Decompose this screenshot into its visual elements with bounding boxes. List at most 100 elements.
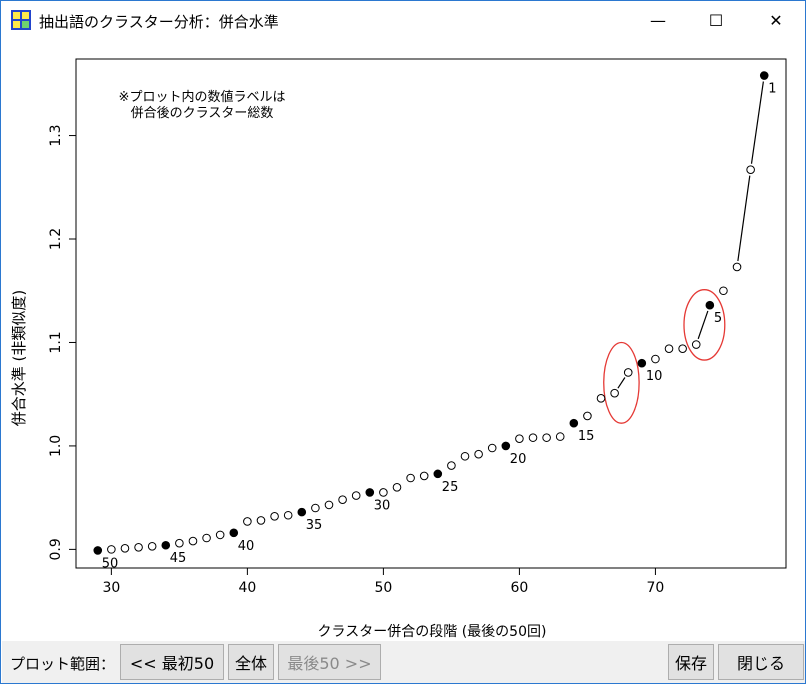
point-label: 25	[442, 480, 459, 495]
open-point	[256, 516, 266, 525]
open-point	[379, 488, 388, 497]
filled-point	[365, 488, 375, 497]
plot-area: ※プロット内の数値ラベルは 併合後のクラスター総数 クラスター併合の段階 (最後…	[2, 40, 805, 640]
point-label: 45	[170, 551, 187, 566]
filled-point	[161, 540, 171, 550]
open-point	[419, 471, 429, 481]
x-axis-label: クラスター併合の段階 (最後の50回)	[318, 624, 547, 640]
open-point	[746, 165, 755, 174]
close-window-button[interactable]: ✕	[747, 1, 805, 39]
dendrogram-height-chart: ※プロット内の数値ラベルは 併合後のクラスター総数 クラスター併合の段階 (最後…	[10, 58, 787, 640]
open-point	[351, 491, 361, 500]
connector-line	[697, 310, 709, 340]
open-point	[324, 500, 334, 510]
open-point	[515, 434, 524, 443]
open-point	[542, 433, 551, 442]
window-title: 抽出語のクラスター分析：併合水準	[39, 13, 279, 31]
open-point	[555, 432, 565, 441]
open-point	[243, 517, 252, 526]
title-bar[interactable]: 抽出語のクラスター分析：併合水準 — ☐ ✕	[1, 1, 805, 39]
filled-point	[433, 469, 443, 479]
point-label: 5	[714, 311, 722, 326]
filled-point	[637, 358, 647, 368]
y-tick-label: 1.0	[48, 435, 64, 457]
first-50-button[interactable]: << 最初50	[120, 644, 224, 680]
open-point	[583, 411, 592, 421]
maximize-icon: ☐	[708, 10, 724, 30]
connector-line	[617, 377, 626, 389]
open-point	[134, 543, 143, 552]
open-point	[406, 473, 415, 483]
plot-range-label: プロット範囲：	[10, 655, 116, 673]
note-line-2: 併合後のクラスター総数	[131, 106, 274, 121]
open-point	[691, 340, 701, 349]
open-point	[610, 388, 619, 398]
open-point	[596, 394, 606, 403]
close-icon: ✕	[769, 10, 783, 30]
open-point	[338, 495, 347, 505]
point-label: 50	[102, 556, 119, 571]
open-point	[175, 538, 184, 548]
open-point	[474, 449, 483, 459]
filled-point	[229, 528, 239, 538]
x-tick-label: 40	[238, 580, 256, 596]
y-tick-label: 0.9	[48, 538, 64, 560]
open-point	[460, 451, 470, 461]
open-point	[678, 344, 687, 353]
open-point	[120, 544, 130, 553]
y-tick-label: 1.2	[48, 228, 64, 250]
minimize-icon: —	[650, 10, 666, 30]
y-tick-label: 1.1	[48, 331, 64, 353]
y-axis-label: 併合水準 (非類似度)	[10, 290, 28, 426]
connector-line	[750, 81, 764, 164]
open-point	[487, 443, 497, 453]
open-point	[188, 536, 198, 546]
open-point	[283, 510, 293, 520]
all-button[interactable]: 全体	[228, 644, 274, 680]
last-50-button[interactable]: 最後50 >>	[278, 644, 381, 680]
open-point	[719, 286, 728, 296]
highlight-ellipse	[603, 341, 640, 424]
connector-line	[737, 175, 751, 262]
point-label: 1	[768, 82, 776, 97]
x-tick-label: 30	[102, 580, 120, 596]
maximize-button[interactable]: ☐	[687, 1, 745, 39]
open-point	[528, 433, 538, 442]
filled-point	[93, 546, 103, 555]
point-label: 20	[510, 452, 527, 467]
x-tick-label: 70	[647, 580, 665, 596]
point-label: 35	[306, 518, 323, 533]
minimize-button[interactable]: —	[629, 1, 687, 39]
open-point	[147, 541, 157, 551]
filled-point	[759, 71, 769, 80]
save-button[interactable]: 保存	[668, 644, 714, 680]
filled-point	[705, 300, 715, 310]
open-point	[392, 483, 402, 492]
open-point	[651, 354, 660, 364]
x-tick-label: 60	[510, 580, 528, 596]
open-point	[447, 461, 456, 470]
open-point	[623, 368, 633, 377]
x-tick-label: 50	[374, 580, 392, 596]
highlight-ellipse	[683, 289, 726, 361]
open-point	[202, 533, 211, 543]
plot-frame	[75, 58, 787, 569]
y-tick-label: 1.3	[48, 124, 64, 146]
open-point	[215, 530, 225, 540]
open-point	[107, 545, 116, 554]
app-icon	[11, 10, 31, 30]
close-button[interactable]: 閉じる	[718, 644, 804, 680]
filled-point	[501, 441, 511, 451]
filled-point	[297, 507, 307, 517]
filled-point	[569, 418, 579, 428]
open-point	[732, 262, 742, 272]
note-line-1: ※プロット内の数値ラベルは	[119, 89, 286, 105]
open-point	[311, 503, 320, 513]
point-label: 30	[374, 498, 391, 513]
open-point	[270, 511, 279, 521]
open-point	[664, 344, 674, 353]
point-label: 40	[238, 539, 255, 554]
bottom-toolbar: プロット範囲： << 最初50 全体 最後50 >> 保存 閉じる	[2, 641, 805, 683]
point-label: 10	[646, 369, 663, 384]
